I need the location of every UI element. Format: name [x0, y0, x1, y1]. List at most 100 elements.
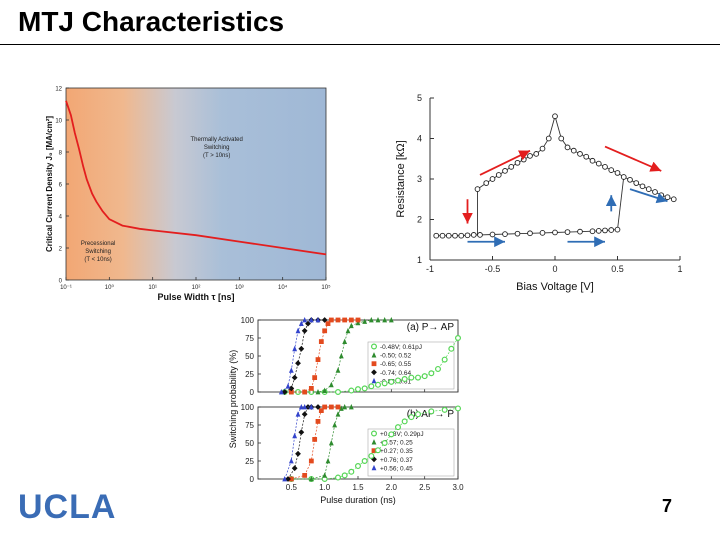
rv-data-point [602, 163, 608, 170]
rv-data-point [474, 186, 481, 192]
panel-title: (a) P→ AP [407, 322, 455, 333]
rv-data-point [508, 163, 515, 170]
x-axis-label: Pulse duration (ns) [320, 495, 396, 505]
regime-annotation: Switching [204, 145, 230, 151]
legend-label: -0.50; 0.52 [380, 353, 411, 360]
x-tick-label: -0.5 [485, 264, 501, 274]
x-tick-label: 1 [677, 264, 682, 274]
sw-data-point [295, 450, 301, 457]
sw-data-point [415, 374, 422, 381]
legend-marker [371, 377, 377, 384]
sw-data-point [298, 345, 305, 352]
sw-data-point [388, 431, 395, 438]
sw-data-point [318, 339, 324, 344]
regime-annotation: Thermally Activated [190, 137, 242, 143]
sw-data-point [292, 432, 298, 439]
sw-data-point [295, 360, 301, 367]
x-tick-label: 10³ [235, 285, 244, 291]
sw-data-point [282, 476, 288, 482]
resistance-bias-chart: 1 2 3 4 5 -1 -0.5 0 0.5 1 Bias Voltage [V] Resistan… [395, 93, 683, 293]
jc-series-line [65, 100, 327, 256]
rv-data-point [514, 230, 521, 237]
sw-data-point [368, 452, 375, 459]
rv-data-point [639, 183, 646, 190]
page-number: 7 [662, 496, 673, 516]
rv-data-point [627, 176, 633, 183]
legend-marker [371, 464, 377, 471]
sw-data-point [408, 414, 415, 421]
rv-data-point [539, 230, 546, 236]
x-tick-label: 0.5 [611, 264, 624, 274]
sw-data-point [301, 411, 308, 418]
sw-data-point [335, 404, 341, 410]
title-divider [0, 44, 720, 45]
sw-data-point [342, 404, 348, 410]
x-tick-label: 10⁻¹ [60, 285, 72, 291]
sw-data-point [428, 408, 435, 415]
sw-data-point [325, 321, 331, 326]
sw-data-point [278, 389, 284, 395]
sw-data-point [298, 429, 305, 436]
rv-data-point [564, 229, 571, 235]
sw-data-point [381, 380, 388, 387]
sw-data-point [298, 404, 304, 410]
legend-marker [371, 430, 378, 437]
sw-data-point [338, 353, 344, 359]
sw-data-point [401, 376, 408, 383]
y-axis-label: Resistance [kΩ] [395, 140, 407, 217]
rv-data-point [664, 194, 671, 201]
sw-data-point [315, 357, 321, 362]
legend-label: -0.48V; 0.61pJ [380, 344, 422, 351]
sw-series-line [284, 319, 325, 393]
sw-data-point [455, 405, 462, 412]
legend-label: +0.76; 0.37 [380, 457, 413, 464]
sw-data-point [455, 335, 462, 342]
x-axis-label: Bias Voltage [V] [516, 281, 594, 293]
rv-data-point [533, 151, 540, 157]
rv-data-point [658, 192, 665, 199]
sw-data-point [322, 472, 328, 478]
sw-series-line [291, 406, 338, 480]
rv-data-point [595, 227, 602, 234]
rv-data-point [445, 232, 452, 239]
y-axis-label: Critical Current Density J₀ [MA/cm²] [45, 116, 54, 252]
rv-data-point [602, 227, 608, 234]
sw-data-point [421, 373, 428, 380]
sw-data-point [408, 374, 415, 381]
legend-marker [371, 352, 377, 358]
legend-label: +0.48V; 0.29pJ [380, 431, 424, 438]
legend-label: +0.27; 0.35 [380, 448, 413, 455]
sw-data-point [375, 317, 381, 323]
sw-data-point [322, 387, 328, 393]
sw-data-point [318, 408, 324, 413]
rv-data-point [483, 180, 490, 186]
sw-data-point [435, 365, 442, 372]
sw-data-point [375, 447, 382, 454]
slide-title: MTJ Characteristics [18, 6, 285, 37]
rv-data-point [489, 176, 496, 182]
y-tick-label: 10 [55, 119, 62, 125]
sw-data-point [295, 327, 301, 334]
sw-data-point [322, 328, 328, 334]
sw-data-point [322, 404, 328, 410]
sw-data-point [388, 378, 395, 385]
sw-data-point [312, 437, 318, 442]
rv-data-point [477, 232, 483, 238]
sw-data-point [448, 345, 455, 352]
blue-direction-arrow [629, 188, 668, 204]
switching-probability-chart: 0 25 50 75 100 (a) P→ AP -0.48V; 0.61pJ -0.50; … [228, 316, 464, 505]
rv-data-point [608, 167, 615, 173]
sw-data-point [415, 411, 422, 418]
rv-data-point [564, 144, 571, 151]
red-direction-arrow [479, 149, 531, 176]
sw-data-point [348, 404, 354, 410]
sw-data-point [308, 404, 314, 410]
sw-data-point [441, 406, 448, 413]
rv-data-point [608, 227, 615, 233]
sw-data-point [441, 356, 448, 363]
rv-data-point [589, 157, 596, 164]
rv-data-point [570, 147, 577, 154]
sw-data-point [348, 468, 355, 475]
sw-data-point [328, 404, 334, 410]
x-tick-label: 0 [552, 264, 557, 274]
